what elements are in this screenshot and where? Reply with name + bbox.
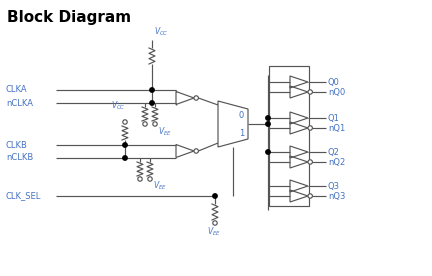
Circle shape (308, 90, 312, 94)
Circle shape (266, 116, 270, 120)
Bar (269, 66, 309, 206)
Text: $V_{EE}$: $V_{EE}$ (153, 180, 167, 192)
Text: Q0: Q0 (328, 78, 340, 86)
Circle shape (150, 88, 154, 92)
Circle shape (194, 96, 198, 100)
Text: Q2: Q2 (328, 147, 340, 156)
Circle shape (123, 120, 127, 124)
Circle shape (138, 177, 142, 181)
Circle shape (213, 221, 217, 225)
Text: nQ2: nQ2 (328, 158, 346, 166)
Text: $V_{CC}$: $V_{CC}$ (154, 25, 168, 38)
Text: nCLKA: nCLKA (6, 99, 33, 107)
Circle shape (123, 156, 127, 160)
Text: nCLKB: nCLKB (6, 153, 33, 163)
Text: $V_{EE}$: $V_{EE}$ (158, 125, 172, 137)
Circle shape (150, 101, 154, 105)
Circle shape (123, 143, 127, 147)
Circle shape (266, 150, 270, 154)
Text: nQ1: nQ1 (328, 123, 346, 132)
Text: CLK_SEL: CLK_SEL (6, 192, 41, 200)
Circle shape (143, 122, 147, 126)
Circle shape (308, 194, 312, 198)
Text: CLKB: CLKB (6, 140, 28, 150)
Text: CLKA: CLKA (6, 86, 28, 94)
Circle shape (308, 160, 312, 164)
Text: $V_{EE}$: $V_{EE}$ (207, 225, 221, 238)
Circle shape (308, 126, 312, 130)
Circle shape (213, 194, 217, 198)
Circle shape (266, 122, 270, 126)
Text: 1: 1 (239, 129, 244, 137)
Text: 0: 0 (239, 110, 244, 120)
Text: nQ0: nQ0 (328, 87, 346, 97)
Text: Q1: Q1 (328, 113, 340, 123)
Text: $V_{CC}$: $V_{CC}$ (111, 100, 126, 112)
Text: Q3: Q3 (328, 182, 340, 190)
Circle shape (148, 177, 152, 181)
Circle shape (194, 149, 198, 153)
Text: nQ3: nQ3 (328, 192, 346, 200)
Text: Block Diagram: Block Diagram (7, 10, 131, 25)
Circle shape (153, 122, 157, 126)
